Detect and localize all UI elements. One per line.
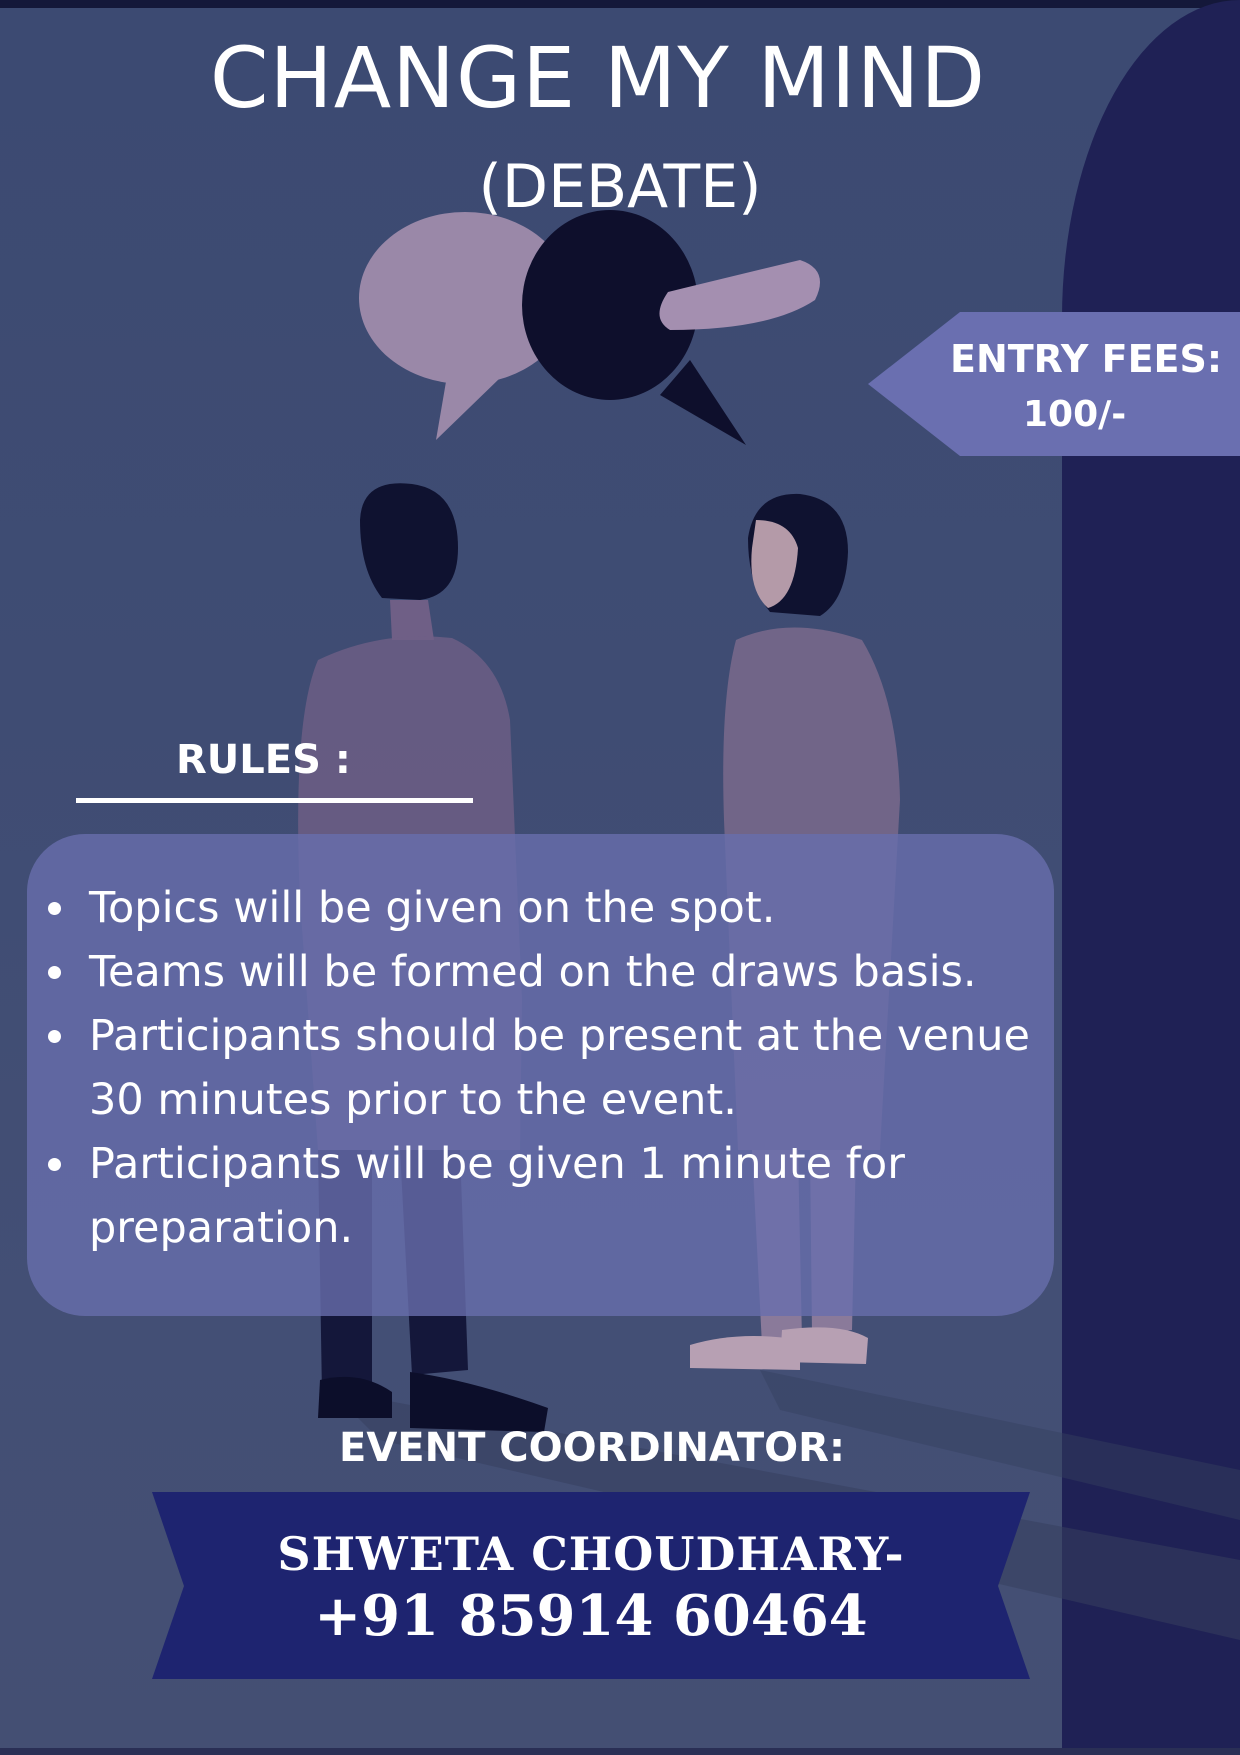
poster-subtitle: (DEBATE) (478, 152, 762, 222)
bullet-icon (48, 902, 61, 915)
ribbon-shape (152, 1492, 1030, 1679)
rule-item: Participants should be present at the ve… (27, 1004, 1054, 1132)
rule-text: Topics will be given on the spot. (89, 883, 776, 933)
top-border (0, 0, 1240, 8)
bullet-icon (48, 1030, 61, 1043)
entry-fees-amount: 100/- (1023, 394, 1127, 435)
side-panel (1062, 0, 1240, 1755)
rules-box: Topics will be given on the spot. Teams … (27, 834, 1054, 1316)
hugging-speech-bubble-icon (522, 210, 820, 445)
rules-heading: RULES : (176, 737, 351, 783)
poster-title: CHANGE MY MIND (209, 29, 987, 127)
bottom-border (0, 1748, 1240, 1755)
entry-fees-tag: ENTRY FEES: 100/- (868, 312, 1240, 456)
coordinator-heading: EVENT COORDINATOR: (339, 1425, 845, 1471)
rule-text: Participants will be given 1 minute for … (89, 1139, 905, 1253)
speech-bubble-icon (359, 212, 571, 440)
coordinator-phone: +91 85914 60464 (314, 1583, 868, 1649)
rules-underline (76, 798, 473, 803)
rule-text: Participants should be present at the ve… (89, 1011, 1030, 1125)
bullet-icon (48, 966, 61, 979)
rule-item: Teams will be formed on the draws basis. (27, 940, 1054, 1004)
rule-item: Topics will be given on the spot. (27, 876, 1054, 940)
bullet-icon (48, 1158, 61, 1171)
rules-list: Topics will be given on the spot. Teams … (27, 876, 1054, 1260)
rule-text: Teams will be formed on the draws basis. (89, 947, 977, 997)
coordinator-banner: SHWETA CHOUDHARY- +91 85914 60464 (152, 1492, 1030, 1679)
coordinator-name: SHWETA CHOUDHARY- (277, 1527, 905, 1581)
price-tag-shape (868, 312, 1240, 456)
entry-fees-label: ENTRY FEES: (950, 337, 1223, 381)
rule-item: Participants will be given 1 minute for … (27, 1132, 1054, 1260)
